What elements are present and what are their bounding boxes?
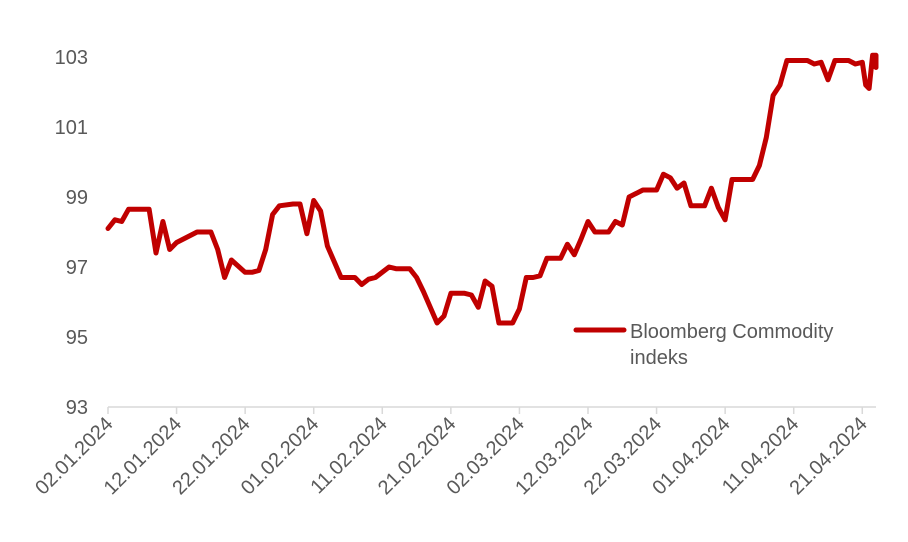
legend-label: Bloomberg Commodity indeks bbox=[630, 321, 839, 369]
y-tick-label: 103 bbox=[55, 47, 88, 69]
legend-label-line-2: indeks bbox=[630, 347, 688, 369]
y-tick-label: 101 bbox=[55, 117, 88, 139]
series-line-bloomberg-commodity bbox=[105, 52, 879, 326]
y-tick-label: 93 bbox=[66, 397, 88, 419]
y-tick-label: 95 bbox=[66, 327, 88, 349]
legend: Bloomberg Commodity indeks bbox=[573, 321, 839, 369]
y-tick-label: 99 bbox=[66, 187, 88, 209]
x-axis-ticks: 02.01.202412.01.202422.01.202401.02.2024… bbox=[31, 407, 872, 499]
legend-label-line-1: Bloomberg Commodity bbox=[630, 321, 833, 343]
y-tick-label: 97 bbox=[66, 257, 88, 279]
y-axis-ticks: 93 95 97 99 101 103 bbox=[55, 47, 88, 419]
